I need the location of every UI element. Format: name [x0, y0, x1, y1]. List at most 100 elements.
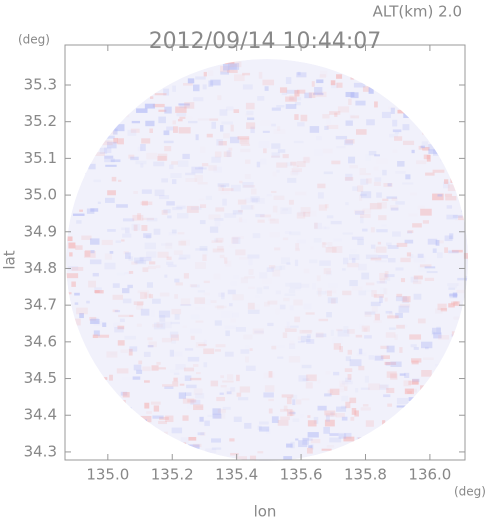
radar-texture — [156, 361, 161, 365]
radar-texture — [422, 128, 432, 135]
radar-texture — [166, 256, 172, 261]
radar-texture — [149, 128, 154, 133]
radar-texture — [165, 242, 173, 249]
radar-texture — [376, 246, 387, 253]
radar-texture — [229, 438, 235, 442]
radar-texture — [313, 92, 324, 96]
x-tick-label: 135.0 — [86, 466, 129, 484]
radar-texture — [247, 254, 260, 259]
radar-texture — [222, 406, 231, 410]
radar-texture — [288, 98, 296, 102]
radar-texture — [352, 287, 363, 291]
radar-texture — [139, 256, 152, 262]
radar-texture — [295, 191, 307, 196]
radar-texture — [411, 92, 421, 98]
radar-texture — [436, 61, 444, 68]
radar-texture — [110, 120, 118, 126]
radar-texture — [330, 329, 334, 336]
radar-texture — [149, 96, 154, 99]
radar-texture — [233, 416, 242, 423]
radar-texture — [245, 356, 249, 363]
radar-texture — [419, 264, 432, 268]
radar-texture — [300, 335, 311, 343]
radar-texture — [271, 416, 279, 423]
y-tick-label: 34.4 — [24, 406, 57, 424]
radar-texture — [370, 257, 382, 261]
radar-texture — [430, 140, 435, 145]
radar-texture — [84, 412, 88, 419]
radar-texture — [303, 156, 310, 164]
radar-texture — [314, 222, 318, 229]
radar-texture — [443, 396, 447, 401]
radar-texture — [283, 405, 288, 411]
radar-texture — [298, 440, 308, 448]
radar-texture — [294, 90, 300, 97]
radar-texture — [426, 154, 431, 162]
radar-texture — [383, 394, 391, 398]
radar-texture — [148, 74, 156, 79]
radar-texture — [102, 377, 108, 380]
radar-texture — [170, 445, 178, 449]
radar-texture — [230, 452, 239, 456]
radar-texture — [447, 184, 460, 192]
radar-texture — [158, 420, 168, 425]
radar-texture — [112, 70, 124, 74]
radar-texture — [167, 264, 177, 268]
radar-texture — [342, 257, 349, 265]
radar-texture — [421, 341, 433, 349]
radar-texture — [215, 344, 226, 348]
radar-texture — [75, 245, 83, 250]
radar-texture — [338, 388, 345, 393]
radar-texture — [336, 82, 343, 88]
radar-texture — [146, 251, 157, 258]
radar-texture — [436, 404, 443, 408]
radar-texture — [85, 424, 97, 428]
radar-texture — [170, 173, 182, 178]
radar-texture — [195, 167, 207, 170]
radar-texture — [208, 70, 214, 77]
radar-texture — [217, 408, 226, 413]
radar-texture — [450, 334, 460, 338]
radar-texture — [290, 325, 299, 328]
radar-texture — [152, 323, 163, 328]
radar-texture — [247, 117, 255, 121]
radar-texture — [390, 373, 398, 380]
radar-texture — [117, 138, 124, 145]
radar-texture — [452, 214, 463, 218]
radar-texture — [384, 361, 397, 365]
radar-texture — [159, 292, 170, 297]
radar-texture — [313, 416, 319, 424]
radar-texture — [286, 89, 299, 94]
radar-texture — [138, 360, 143, 365]
radar-texture — [88, 163, 96, 170]
radar-texture — [174, 313, 180, 320]
radar-texture — [284, 326, 290, 329]
radar-texture — [448, 287, 456, 290]
radar-texture — [237, 199, 247, 205]
radar-texture — [214, 218, 224, 221]
radar-texture — [200, 147, 206, 153]
radar-texture — [128, 256, 134, 261]
radar-texture — [127, 129, 137, 136]
radar-texture — [99, 147, 108, 155]
radar-texture — [104, 394, 109, 397]
radar-texture — [76, 220, 82, 224]
radar-texture — [398, 305, 410, 313]
radar-texture — [390, 107, 395, 114]
radar-texture — [115, 240, 121, 243]
radar-texture — [456, 283, 463, 286]
radar-texture — [169, 331, 179, 338]
radar-texture — [410, 86, 421, 93]
radar-texture — [429, 106, 437, 112]
radar-texture — [416, 123, 426, 126]
radar-texture — [364, 375, 369, 383]
radar-texture — [303, 268, 310, 274]
radar-texture — [214, 349, 221, 352]
radar-texture — [349, 280, 358, 287]
radar-texture — [147, 265, 157, 270]
radar-texture — [396, 78, 407, 83]
radar-texture — [164, 386, 174, 389]
radar-texture — [403, 70, 413, 75]
radar-texture — [358, 263, 367, 271]
radar-texture — [152, 440, 156, 447]
